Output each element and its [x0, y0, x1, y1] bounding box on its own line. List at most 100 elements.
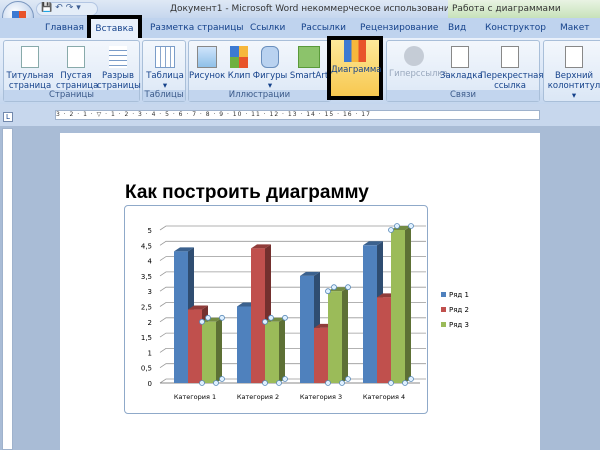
document-heading: Как построить диаграмму	[125, 182, 369, 203]
bar-top	[300, 271, 320, 276]
selection-handle	[219, 376, 225, 382]
page-break-button[interactable]: Разрыв страницы	[97, 46, 141, 91]
y-tick-label: 1,5	[141, 334, 152, 342]
gridline	[159, 271, 426, 277]
x-tick-label: Категория 3	[300, 393, 342, 401]
selection-handle	[325, 380, 331, 386]
header-button[interactable]: Верхний колонтитул ▾	[546, 46, 600, 101]
table-button[interactable]: Таблица ▾	[145, 46, 185, 91]
bar	[251, 248, 265, 383]
legend-label: Ряд 1	[449, 291, 469, 299]
picture-button[interactable]: Рисунок	[189, 46, 225, 81]
bar	[202, 321, 216, 383]
tab-view[interactable]: Вид	[448, 23, 467, 33]
selection-handle	[345, 284, 351, 291]
group-tables: Таблица ▾ Таблицы	[142, 40, 186, 102]
group-label: Страницы	[4, 90, 139, 101]
x-tick-label: Категория 1	[174, 393, 216, 401]
bar	[363, 245, 377, 383]
bar	[328, 291, 342, 383]
y-tick-label: 4	[148, 258, 153, 266]
selection-handle	[325, 288, 331, 295]
selection-handle	[205, 314, 211, 321]
bar	[391, 230, 405, 383]
bar-side	[342, 287, 348, 383]
chart-frame[interactable]	[124, 205, 428, 414]
cross-reference-button[interactable]: Перекрестная ссылка	[480, 46, 544, 91]
bar-side	[279, 317, 285, 383]
bar	[265, 321, 279, 383]
shapes-button[interactable]: Фигуры ▾	[252, 46, 288, 91]
gridline	[159, 286, 426, 292]
gridline	[159, 240, 426, 246]
x-tick-label: Категория 2	[237, 393, 279, 401]
bar	[188, 309, 202, 383]
tab-mailings[interactable]: Рассылки	[301, 23, 346, 33]
group-label: Таблицы	[143, 90, 185, 101]
selection-handle	[199, 380, 205, 386]
gridline	[159, 256, 426, 261]
quick-access-toolbar[interactable]: 💾↶↷▾	[36, 2, 98, 16]
bar-top	[251, 244, 271, 249]
y-tick-label: 2,5	[141, 304, 152, 312]
group-label: Связи	[387, 90, 539, 101]
legend-swatch	[441, 292, 446, 297]
blank-page-button[interactable]: Пустая страница	[56, 46, 98, 91]
smartart-button[interactable]: SmartArt	[289, 46, 329, 81]
bar-top	[174, 247, 194, 252]
chart-button[interactable]: Диаграмма	[327, 36, 383, 100]
selection-handle	[262, 380, 268, 386]
bookmark-button[interactable]: Закладка	[440, 46, 483, 81]
legend-swatch	[441, 307, 446, 312]
y-tick-label: 2	[148, 319, 152, 327]
tab-references[interactable]: Ссылки	[250, 23, 286, 33]
bar	[237, 306, 251, 383]
tab-review[interactable]: Рецензирование	[360, 23, 439, 33]
selection-handle	[388, 227, 394, 233]
ribbon-tabs: Главная Разметка страницы Ссылки Рассылк…	[0, 18, 600, 38]
selection-handle	[331, 284, 337, 291]
y-tick-label: 4,5	[141, 242, 152, 250]
tab-selector[interactable]: L	[3, 112, 13, 122]
x-tick-label: Категория 4	[363, 393, 405, 401]
bar	[174, 251, 188, 383]
context-tools-title: Работа с диаграммами	[448, 0, 600, 18]
clipart-button[interactable]: Клип	[227, 46, 251, 81]
bar	[300, 275, 314, 383]
selection-handle	[268, 314, 274, 321]
selection-handle	[276, 380, 282, 386]
selection-handle	[345, 376, 351, 382]
tab-design[interactable]: Конструктор	[485, 23, 546, 33]
tab-home[interactable]: Главная	[45, 23, 84, 33]
bar-side	[216, 317, 222, 383]
legend-label: Ряд 2	[449, 306, 469, 314]
selection-handle	[219, 314, 225, 321]
legend-swatch	[441, 322, 446, 327]
group-links: Гиперссылка Закладка Перекрестная ссылка…	[386, 40, 544, 102]
horizontal-ruler[interactable]: 3 · 2 · 1 · ▽ · 1 · 2 · 3 · 4 · 5 · 6 · …	[55, 110, 540, 120]
y-tick-label: 3,5	[141, 273, 152, 281]
bar-top	[188, 305, 208, 310]
window-title: Документ1 - Microsoft Word некоммерческо…	[170, 4, 456, 14]
hyperlink-button[interactable]: Гиперссылка	[389, 46, 448, 79]
y-tick-label: 0,5	[141, 365, 152, 373]
y-tick-label: 1	[148, 349, 152, 357]
selection-handle	[282, 314, 288, 321]
y-tick-label: 3	[148, 288, 152, 296]
legend-label: Ряд 3	[449, 321, 469, 329]
selection-handle	[394, 223, 400, 229]
selection-handle	[408, 223, 414, 229]
bar-side	[405, 226, 411, 383]
selection-handle	[402, 380, 408, 386]
y-tick-label: 5	[148, 227, 152, 235]
group-label: Иллюстрации	[189, 90, 330, 101]
bar	[377, 297, 391, 383]
bar-top	[363, 241, 383, 246]
tab-format[interactable]: Макет	[560, 23, 590, 33]
tab-layout[interactable]: Разметка страницы	[150, 23, 244, 33]
selection-handle	[213, 380, 219, 386]
group-pages: Титульная страница ▾ Пустая страница Раз…	[3, 40, 141, 102]
selection-handle	[388, 380, 394, 386]
group-header-footer: Верхний колонтитул ▾	[543, 40, 600, 102]
